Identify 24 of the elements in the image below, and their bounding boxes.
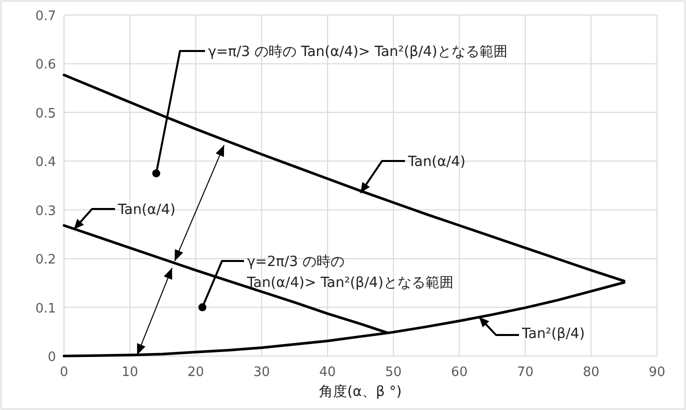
annotation: γ=π/3 の時の Tan(α/4)> Tan²(β/4)となる範囲: [208, 44, 508, 60]
x-tick-label: 10: [122, 365, 138, 380]
y-tick-label: 0: [48, 350, 56, 365]
y-tick-label: 0.5: [35, 106, 56, 122]
annotation: Tan(α/4): [117, 202, 176, 218]
x-tick-label: 30: [253, 365, 270, 380]
x-tick-label: 0: [60, 365, 68, 380]
x-tick-label: 70: [516, 365, 534, 380]
y-tick-label: 0.1: [35, 301, 56, 316]
annotation: γ=2π/3 の時の Tan(α/4)> Tan²(β/4)となる範囲: [246, 254, 454, 291]
annotation: Tan(α/4): [407, 154, 466, 170]
y-tick-label: 0.3: [35, 204, 56, 219]
y-tick-label: 0.6: [35, 58, 56, 73]
y-tick-label: 0.2: [35, 252, 56, 268]
y-tick-label: 0.4: [35, 155, 56, 170]
annotation: Tan²(β/4): [521, 326, 585, 342]
x-axis-title: 角度(α、β °): [319, 384, 402, 400]
x-tick-label: 80: [582, 365, 600, 380]
x-tick-label: 90: [648, 365, 666, 380]
y-tick-label: 0.7: [35, 9, 56, 24]
x-tick-label: 50: [385, 365, 402, 380]
x-tick-label: 60: [451, 365, 468, 380]
x-tick-label: 20: [188, 365, 204, 380]
x-tick-label: 40: [319, 365, 336, 380]
